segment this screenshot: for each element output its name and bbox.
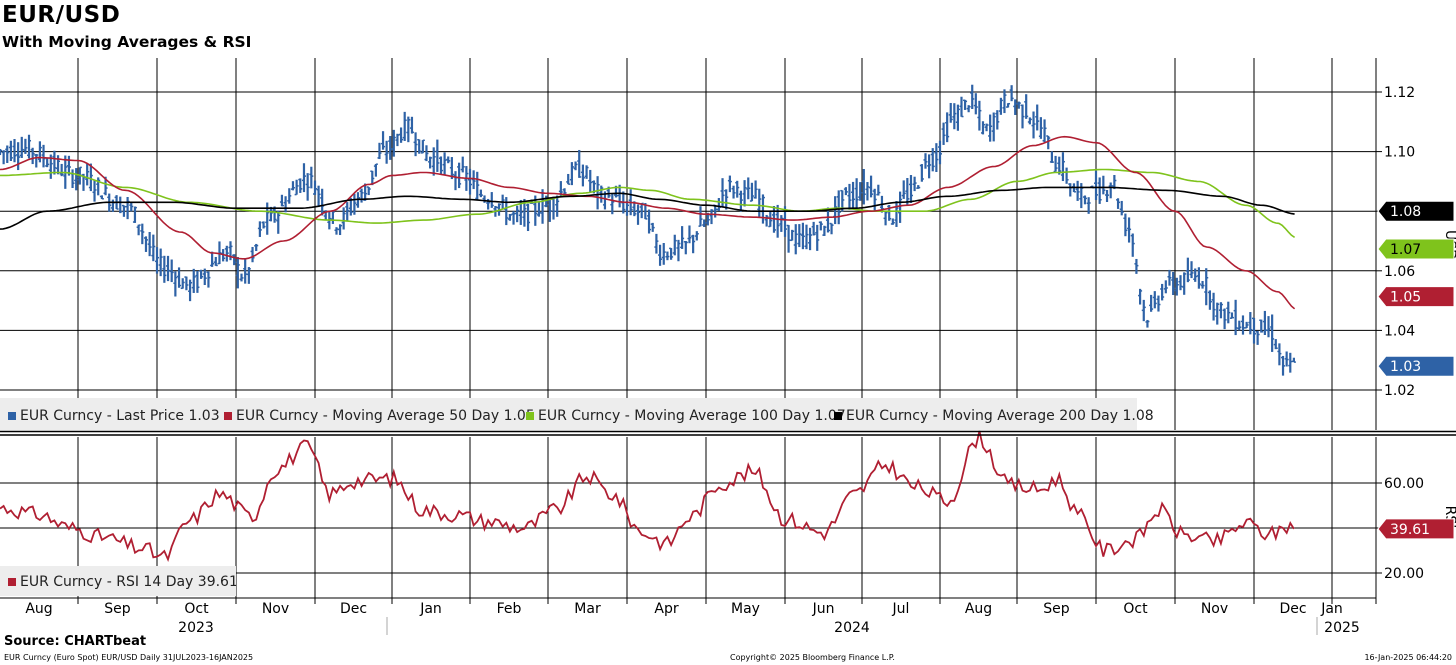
xtick-label-month: Dec (340, 601, 367, 617)
ma50-line (0, 135, 1296, 310)
ma100-line (0, 168, 1296, 239)
xtick-label-month: Oct (184, 601, 209, 617)
badge-rsi-shape (1377, 518, 1455, 540)
badge-last-price-shape (1377, 355, 1455, 377)
year-label: 2024 (834, 620, 870, 636)
source-note: Source: CHARTbeat (4, 634, 147, 649)
badge-ma200-shape (1377, 200, 1455, 222)
chart-subtitle: With Moving Averages & RSI (2, 33, 252, 51)
price-bars (0, 84, 1296, 376)
xtick-label-month: Sep (1043, 601, 1070, 617)
xtick-label-month: May (731, 601, 760, 617)
xtick-label-month: Feb (497, 601, 522, 617)
badge-ma50-shape (1377, 286, 1455, 308)
xtick-label-month: Jan (1320, 601, 1343, 617)
rsi-line (0, 430, 1295, 563)
footer-timestamp: 16-Jan-2025 06:44:20 (1364, 653, 1452, 662)
chart-title: EUR/USD (2, 2, 121, 28)
xtick-label-month: Aug (25, 601, 52, 617)
legend-item-rsi-swatch (8, 578, 16, 586)
xtick-label-month: Sep (104, 601, 131, 617)
legend-item-ma100: EUR Curncy - Moving Average 100 Day 1.07 (538, 408, 846, 424)
year-label: 2025 (1324, 620, 1360, 636)
badge-ma100-shape (1377, 238, 1455, 260)
legend-item-ma50-swatch (224, 412, 232, 420)
xtick-label-month: Apr (654, 601, 678, 617)
axes: 1.021.041.061.081.101.1220.0040.0060.00U… (0, 58, 1456, 636)
xtick-label-month: Dec (1279, 601, 1306, 617)
xtick-label-month: Oct (1123, 601, 1148, 617)
badge-last-price: 1.03 (1390, 359, 1421, 375)
ytick-label-price: 1.06 (1384, 264, 1415, 280)
xtick-label-month: Nov (1201, 601, 1228, 617)
badge-rsi: 39.61 (1390, 522, 1430, 538)
badge-ma50: 1.05 (1390, 290, 1421, 306)
legend-item-price-swatch (8, 412, 16, 420)
series-lines (0, 135, 1296, 563)
value-badges: 1.08 1.07 1.05 1.03 39.61 (1377, 200, 1455, 540)
badge-ma100: 1.07 (1390, 242, 1421, 258)
ytick-label-rsi: 20.00 (1384, 566, 1424, 582)
legend-item-rsi: EUR Curncy - RSI 14 Day 39.61 (20, 574, 238, 590)
legend-item-ma200: EUR Curncy - Moving Average 200 Day 1.08 (846, 408, 1154, 424)
xtick-label-month: Nov (262, 601, 289, 617)
year-label: 2023 (178, 620, 214, 636)
legend-item-price: EUR Curncy - Last Price 1.03 (20, 408, 220, 424)
legend-background (0, 398, 1137, 430)
legend-item-ma50: EUR Curncy - Moving Average 50 Day 1.05 (236, 408, 535, 424)
legend-item-ma100-swatch (526, 412, 534, 420)
ytick-label-price: 1.04 (1384, 323, 1415, 339)
xtick-label-month: Jun (812, 601, 835, 617)
footer-copyright: Copyright© 2025 Bloomberg Finance L.P. (730, 653, 895, 662)
legend: EUR Curncy - Last Price 1.03 EUR Curncy -… (0, 398, 1154, 596)
ytick-label-price: 1.10 (1384, 145, 1415, 161)
xtick-label-month: Aug (965, 601, 992, 617)
ytick-label-price: 1.02 (1384, 383, 1415, 399)
ma200-line (0, 186, 1295, 230)
badge-ma200: 1.08 (1390, 204, 1421, 220)
xtick-label-month: Jul (892, 601, 910, 617)
legend-background-rsi (0, 566, 236, 596)
footer-series-info: EUR Curncy (Euro Spot) EUR/USD Daily 31J… (4, 653, 254, 662)
xtick-label-month: Mar (574, 601, 601, 617)
ytick-label-price: 1.12 (1384, 85, 1415, 101)
legend-item-ma200-swatch (834, 412, 842, 420)
ytick-label-rsi: 60.00 (1384, 476, 1424, 492)
xtick-label-month: Jan (419, 601, 442, 617)
